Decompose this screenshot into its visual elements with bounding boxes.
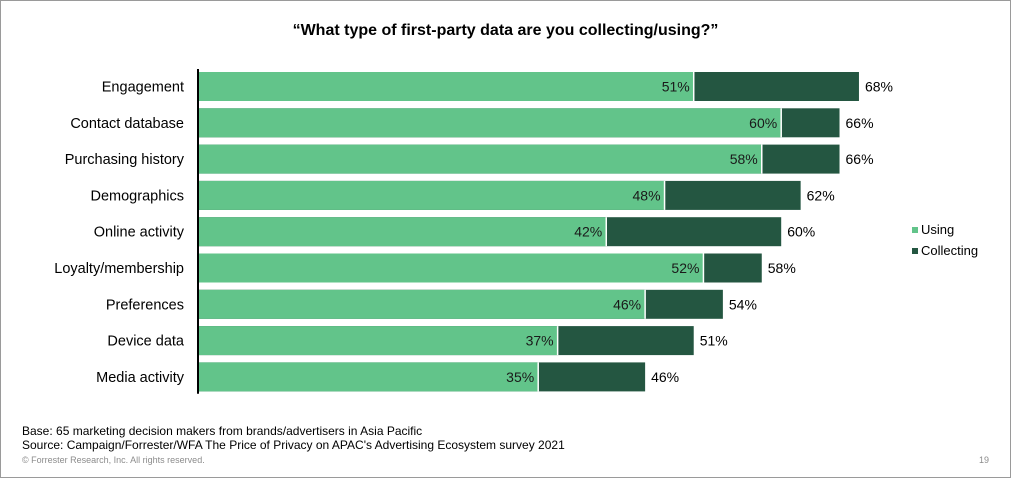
category-label: Online activity: [94, 225, 185, 241]
legend-swatch-using: [912, 226, 918, 233]
category-label: Loyalty/membership: [54, 261, 184, 277]
bar-using: [198, 108, 782, 138]
data-label-using: 37%: [526, 333, 554, 349]
category-label: Contact database: [70, 116, 184, 132]
data-label-collecting: 60%: [787, 224, 815, 240]
bar-using: [198, 289, 646, 319]
category-label: Preferences: [106, 297, 184, 313]
category-label: Media activity: [96, 370, 185, 386]
legend-label-using: Using: [921, 222, 955, 237]
bar-using: [198, 180, 665, 210]
bar-using: [198, 217, 607, 247]
chart-title: “What type of first-party data are you c…: [292, 22, 719, 39]
data-label-using: 58%: [730, 151, 758, 167]
copyright: © Forrester Research, Inc. All rights re…: [22, 455, 205, 465]
data-label-using: 35%: [506, 369, 534, 385]
legend: Using Collecting: [912, 219, 978, 261]
page-number: 19: [978, 455, 989, 465]
legend-item-collecting: Collecting: [912, 240, 978, 261]
category-label: Demographics: [91, 188, 185, 204]
bar-using: [198, 144, 762, 174]
data-label-collecting: 46%: [651, 369, 679, 385]
data-label-using: 46%: [613, 296, 641, 312]
bar-using: [198, 253, 704, 283]
data-label-using: 60%: [749, 115, 777, 131]
data-label-using: 51%: [662, 79, 690, 95]
category-label: Device data: [107, 334, 185, 350]
legend-label-collecting: Collecting: [921, 243, 979, 258]
data-label-collecting: 66%: [846, 115, 874, 131]
bar-using: [198, 72, 694, 101]
data-label-using: 48%: [633, 187, 661, 203]
data-label-collecting: 62%: [807, 187, 835, 203]
base-note: Base: 65 marketing decision makers from …: [22, 424, 423, 438]
data-label-using: 42%: [574, 224, 602, 240]
data-label-collecting: 58%: [768, 260, 796, 276]
data-label-collecting: 54%: [729, 296, 757, 312]
legend-swatch-collecting: [912, 247, 918, 254]
category-label: Purchasing history: [65, 152, 185, 168]
data-label-collecting: 68%: [865, 79, 893, 95]
bar-using: [198, 362, 539, 392]
data-label-using: 52%: [671, 260, 699, 276]
category-label: Engagement: [102, 80, 184, 96]
data-label-collecting: 51%: [700, 333, 728, 349]
bar-using: [198, 326, 558, 356]
source-note: Source: Campaign/Forrester/WFA The Price…: [22, 438, 565, 452]
legend-item-using: Using: [912, 219, 978, 240]
data-label-collecting: 66%: [846, 151, 874, 167]
